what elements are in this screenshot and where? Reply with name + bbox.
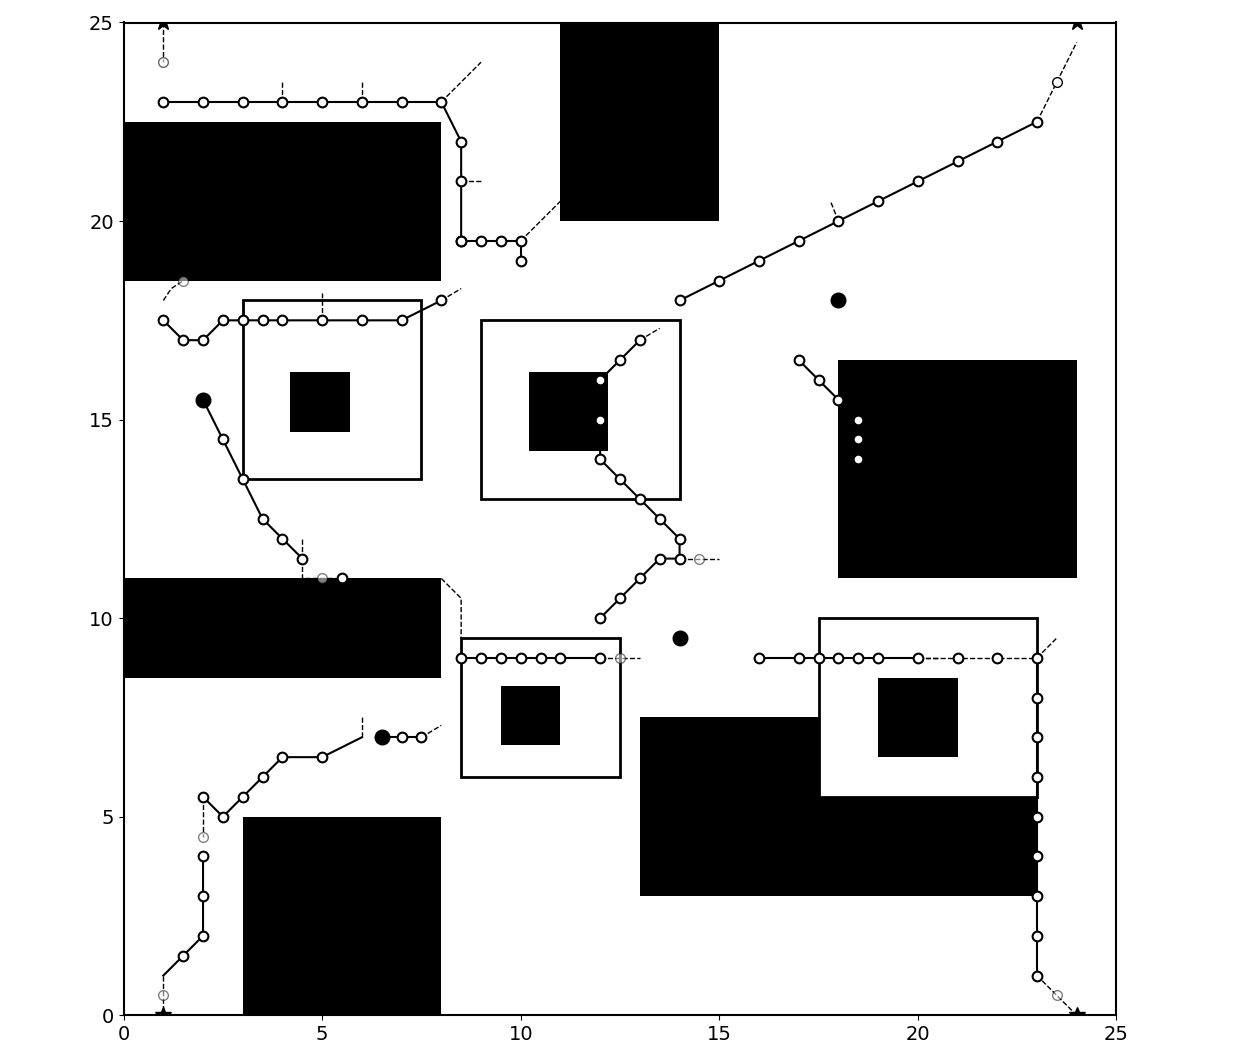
Bar: [243, 301, 422, 479]
Bar: [878, 678, 957, 757]
Bar: [838, 360, 1076, 578]
Bar: [501, 685, 560, 746]
Bar: [640, 717, 1037, 896]
Bar: [461, 638, 620, 777]
Bar: [243, 816, 441, 1016]
Bar: [528, 372, 608, 451]
Bar: [481, 320, 680, 499]
Bar: [124, 578, 441, 678]
Bar: [818, 618, 1037, 796]
Bar: [560, 22, 719, 221]
Bar: [290, 372, 350, 431]
Bar: [124, 122, 441, 281]
